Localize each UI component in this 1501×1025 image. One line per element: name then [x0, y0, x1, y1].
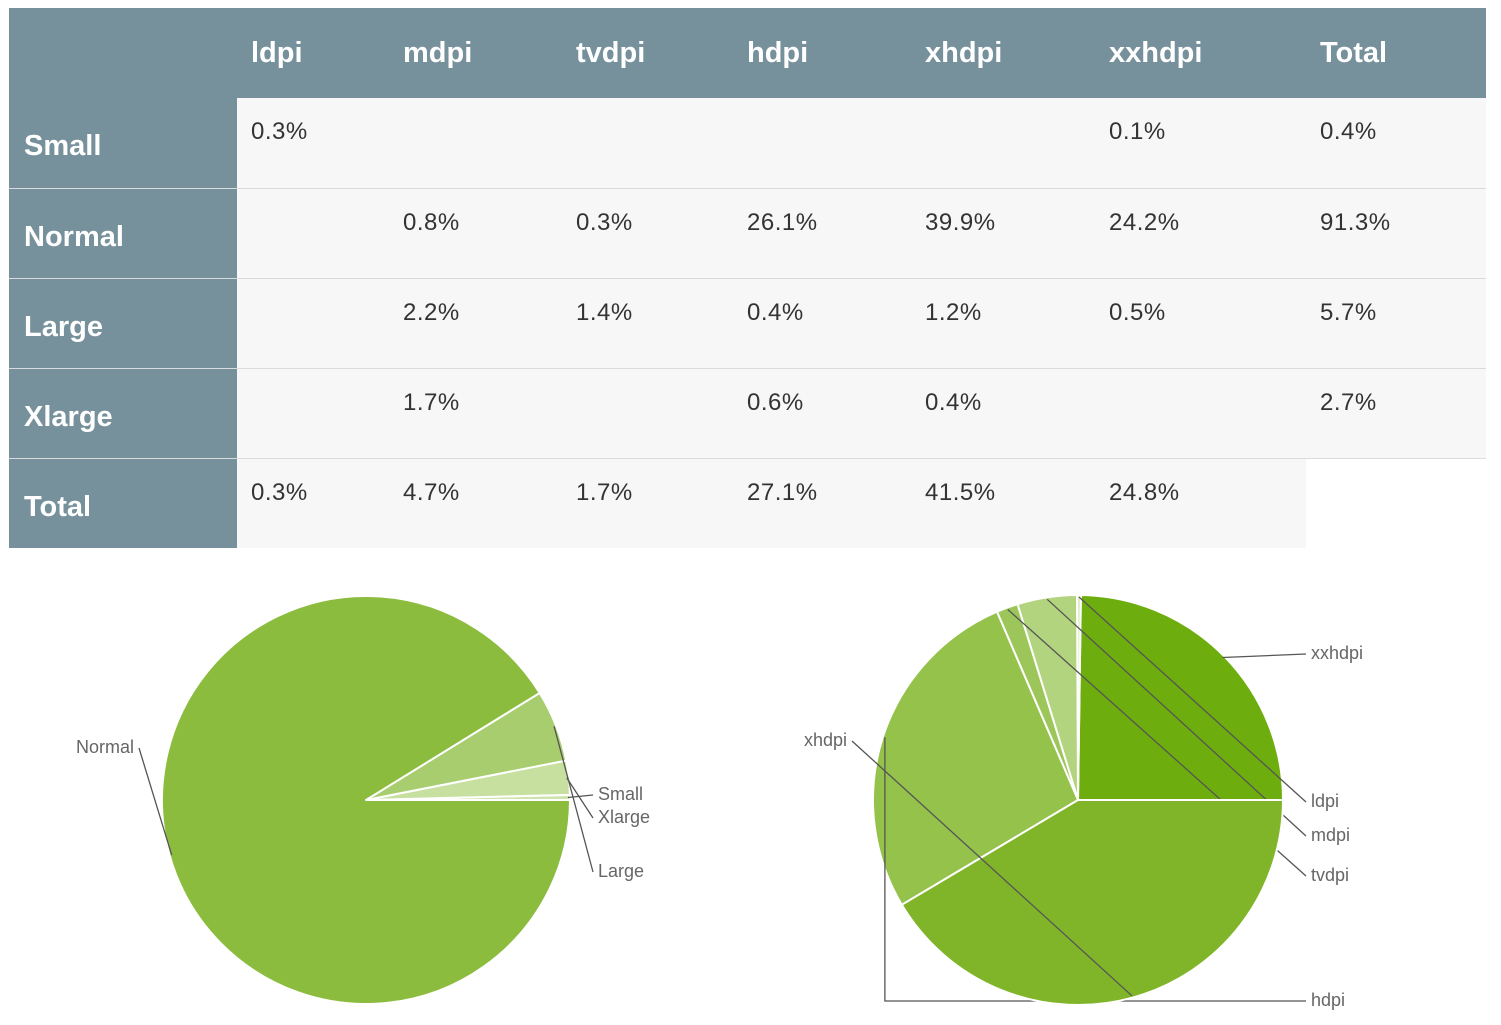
table-cell: [237, 188, 389, 279]
leader-line: [567, 794, 594, 799]
table-cell: [389, 98, 562, 189]
column-header: tvdpi: [562, 8, 733, 98]
table-cell: 1.7%: [389, 368, 562, 459]
row-header: Xlarge: [9, 368, 237, 459]
table-row: Total 0.3% 4.7% 1.7% 27.1% 41.5% 24.8%: [9, 458, 1486, 548]
column-header: xxhdpi: [1095, 8, 1306, 98]
table-cell: 0.8%: [389, 188, 562, 279]
leader-line: [1222, 653, 1307, 659]
table-cell: 26.1%: [733, 188, 911, 279]
table-cell: 0.6%: [733, 368, 911, 459]
pie-charts-area: Small Xlarge Large Normal xxhdpi ldpi mdpi tvdp…: [0, 560, 1501, 1025]
table-cell: [733, 98, 911, 189]
table-cell: 0.4%: [1306, 98, 1486, 189]
table-cell: 41.5%: [911, 458, 1095, 548]
table-cell: 0.4%: [733, 278, 911, 369]
column-header: Total: [1306, 8, 1486, 98]
pie-slice-normal: [161, 595, 571, 1005]
slice-label: ldpi: [1311, 791, 1339, 811]
table-header-row: ldpi mdpi tvdpi hdpi xhdpi xxhdpi Total: [9, 8, 1486, 98]
leader-line: [138, 747, 173, 856]
table-cell: 0.3%: [562, 188, 733, 279]
table-cell: 1.7%: [562, 458, 733, 548]
leader-line: [553, 726, 594, 873]
table-row: Normal 0.8% 0.3% 26.1% 39.9% 24.2% 91.3%: [9, 188, 1486, 279]
row-header: Total: [9, 458, 237, 548]
leader-line: [1046, 598, 1307, 837]
table-cell: 0.3%: [237, 98, 389, 189]
table-cell: 24.2%: [1095, 188, 1306, 279]
table-cell: 24.8%: [1095, 458, 1306, 548]
leader-line: [566, 777, 594, 819]
leader-line: [851, 740, 1133, 997]
density-table-container: ldpi mdpi tvdpi hdpi xhdpi xxhdpi Total …: [9, 8, 1486, 548]
table-cell: [1306, 458, 1486, 548]
table-cell: [911, 98, 1095, 189]
table-cell: 2.2%: [389, 278, 562, 369]
table-cell: 39.9%: [911, 188, 1095, 279]
table-cell: 0.5%: [1095, 278, 1306, 369]
slice-label: hdpi: [1311, 990, 1345, 1010]
table-row: Large 2.2% 1.4% 0.4% 1.2% 0.5% 5.7%: [9, 278, 1486, 369]
slice-label: xxhdpi: [1311, 643, 1363, 663]
screen-density-table: ldpi mdpi tvdpi hdpi xhdpi xxhdpi Total …: [9, 8, 1486, 548]
slice-label: xhdpi: [804, 730, 847, 750]
column-header: xhdpi: [911, 8, 1095, 98]
table-cell: [562, 368, 733, 459]
table-cell: 4.7%: [389, 458, 562, 548]
table-cell: [237, 278, 389, 369]
table-cell: 5.7%: [1306, 278, 1486, 369]
slice-label: Normal: [76, 737, 134, 757]
slice-label: Small: [598, 784, 643, 804]
pie-slice-xhdpi: [900, 799, 1284, 1006]
table-cell: 0.3%: [237, 458, 389, 548]
table-cell: 91.3%: [1306, 188, 1486, 279]
pie-chart: Small Xlarge Large Normal: [76, 595, 650, 1005]
table-cell: [1095, 368, 1306, 459]
row-header: Normal: [9, 188, 237, 279]
row-header: Large: [9, 278, 237, 369]
slice-label: mdpi: [1311, 825, 1350, 845]
column-header: ldpi: [237, 8, 389, 98]
pie-chart: xxhdpi ldpi mdpi tvdpi hdpi xhdpi: [804, 593, 1363, 1010]
leader-line: [1078, 596, 1307, 803]
pie-slice-xxhdpi: [1077, 594, 1284, 801]
pie-charts-svg: Small Xlarge Large Normal xxhdpi ldpi mdpi tvdp…: [76, 593, 1363, 1010]
slice-label: Large: [598, 861, 644, 881]
pie-slice-hdpi: [872, 610, 1079, 906]
column-header: [9, 8, 237, 98]
table-cell: 2.7%: [1306, 368, 1486, 459]
table-cell: 0.4%: [911, 368, 1095, 459]
table-row: Small 0.3% 0.1% 0.4%: [9, 98, 1486, 189]
table-cell: 27.1%: [733, 458, 911, 548]
table-cell: 0.1%: [1095, 98, 1306, 189]
slice-label: tvdpi: [1311, 865, 1349, 885]
table-cell: 1.2%: [911, 278, 1095, 369]
table-cell: [562, 98, 733, 189]
row-header: Small: [9, 98, 237, 189]
slice-label: Xlarge: [598, 807, 650, 827]
column-header: hdpi: [733, 8, 911, 98]
column-header: mdpi: [389, 8, 562, 98]
table-row: Xlarge 1.7% 0.6% 0.4% 2.7%: [9, 368, 1486, 459]
leader-line: [884, 737, 1306, 1002]
table-cell: [237, 368, 389, 459]
table-cell: 1.4%: [562, 278, 733, 369]
